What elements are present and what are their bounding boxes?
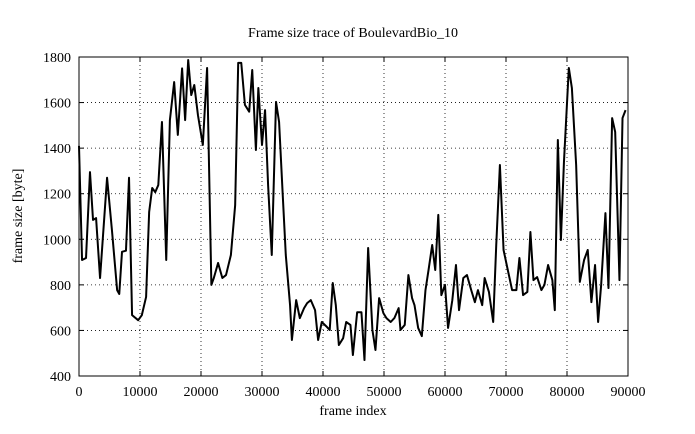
y-axis-label: frame size [byte] [11, 169, 26, 264]
x-tick-label: 10000 [123, 385, 158, 400]
y-tick-label: 1200 [43, 188, 71, 203]
x-tick-label: 90000 [611, 385, 646, 400]
x-tick-label: 50000 [367, 385, 402, 400]
y-tick-label: 1400 [43, 142, 71, 157]
plot-frame [78, 56, 629, 377]
x-tick-label: 40000 [306, 385, 341, 400]
y-tick-label: 600 [50, 324, 71, 339]
x-tick-label: 60000 [428, 385, 463, 400]
y-tick-label: 400 [50, 370, 71, 385]
x-tick-label: 30000 [245, 385, 280, 400]
x-tick-label: 20000 [184, 385, 219, 400]
x-axis-label: frame index [319, 404, 386, 419]
y-tick-label: 800 [50, 279, 71, 294]
y-tick-label: 1800 [43, 51, 71, 66]
x-tick-label: 0 [76, 385, 83, 400]
y-tick-label: 1000 [43, 233, 71, 248]
y-tick-label: 1600 [43, 97, 71, 112]
data-line [78, 58, 627, 362]
chart-title: Frame size trace of BoulevardBio_10 [248, 26, 458, 41]
x-tick-label: 80000 [550, 385, 585, 400]
x-tick-label: 70000 [489, 385, 524, 400]
